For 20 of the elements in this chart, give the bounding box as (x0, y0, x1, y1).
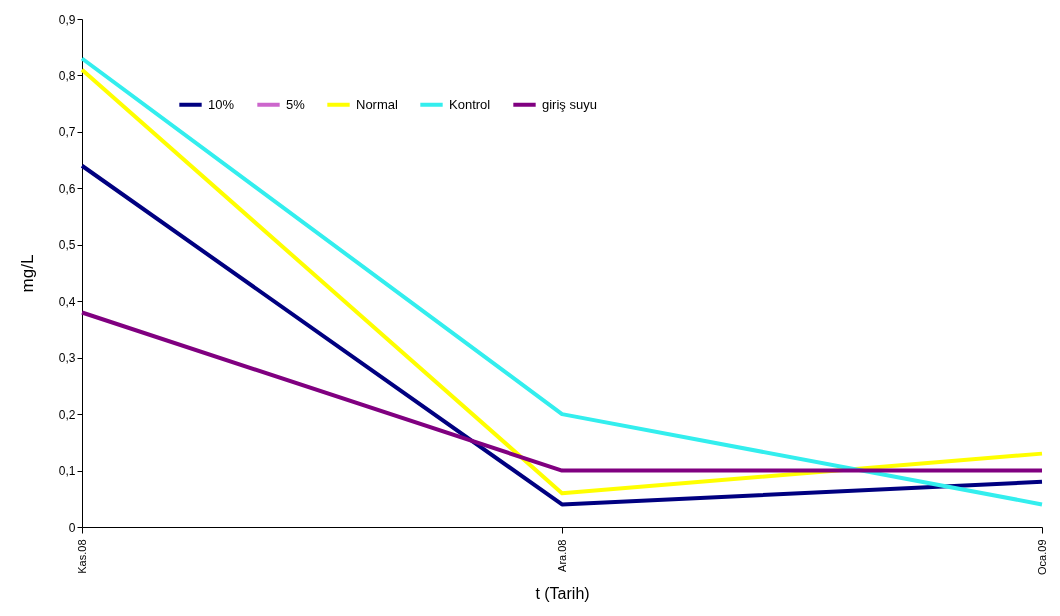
x-tick-label: Ara.08 (555, 539, 568, 572)
y-tick-label: 0,3 (58, 351, 76, 366)
x-tick-label: Oca.09 (1035, 539, 1048, 575)
y-axis-title: mg/L (17, 254, 37, 293)
y-tick-label: 0,1 (58, 464, 76, 479)
legend-label: Normal (356, 96, 399, 112)
legend-label: giriş suyu (542, 96, 597, 112)
y-tick-label: 0,7 (58, 125, 76, 140)
legend-label: Kontrol (449, 96, 491, 112)
legend-label: 5% (286, 96, 306, 112)
x-axis-title: t (Tarih) (535, 584, 590, 602)
y-tick-label: 0 (68, 520, 76, 535)
y-tick-label: 0,5 (58, 238, 76, 253)
y-tick-label: 0,4 (58, 294, 76, 309)
y-tick-label: 0,2 (58, 407, 76, 422)
y-tick-label: 0,6 (58, 181, 76, 196)
legend-label: 10% (208, 96, 235, 112)
y-tick-label: 0,9 (58, 12, 76, 27)
x-tick-label: Kas.08 (75, 539, 88, 574)
y-tick-label: 0,8 (58, 68, 76, 83)
